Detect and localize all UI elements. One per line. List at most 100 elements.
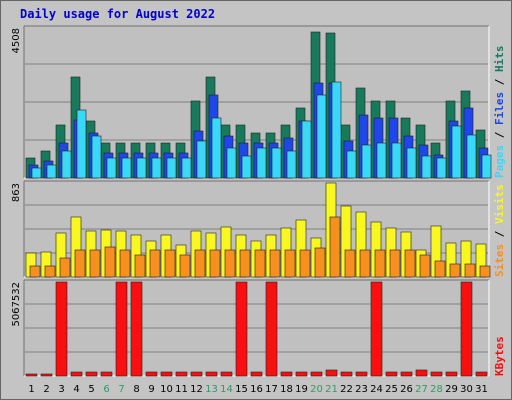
hits-bar-pages (211, 117, 222, 179)
x-tick-label: 31 (475, 384, 488, 395)
hits-bar-pages (241, 155, 252, 179)
visits-bar-sites (29, 265, 41, 278)
hits-bar-pages (61, 150, 72, 179)
visits-bar-sites (89, 249, 101, 278)
chart-title: Daily usage for August 2022 (20, 7, 215, 21)
x-tick-label: 5 (88, 384, 94, 395)
hits-bar-pages (376, 142, 387, 179)
hits-bar-pages (421, 155, 432, 179)
kbytes-bar-kbytes (415, 369, 428, 377)
x-tick-label: 2 (43, 384, 49, 395)
visits-bar-sites (269, 249, 281, 278)
visits-bar-sites (104, 246, 116, 278)
visits-bar-sites (179, 254, 191, 278)
x-tick-label: 3 (58, 384, 64, 395)
visits-bar-sites (464, 263, 476, 278)
kbytes-bar-kbytes (115, 281, 128, 377)
visits-bar-sites (239, 249, 251, 278)
visits-bar-sites (389, 249, 401, 278)
legend-entry-visits: Visits (493, 184, 506, 224)
visits-bar-sites (59, 257, 71, 278)
panels-layer: 4508 Pages / Files / Hits 863 Sites / Visit… (11, 25, 506, 377)
kbytes-bar-kbytes (175, 371, 188, 377)
visits-bar-sites (449, 263, 461, 278)
kbytes-bar-kbytes (385, 371, 398, 377)
kbytes-legend: KBytes (493, 336, 506, 376)
kbytes-bar-kbytes (145, 371, 158, 377)
x-tick-label: 19 (295, 384, 308, 395)
kbytes-bar-kbytes (475, 371, 488, 377)
hits-bar-pages (226, 147, 237, 179)
x-tick-label: 7 (118, 384, 124, 395)
legend-separator: / (493, 72, 506, 92)
legend-entry-sites: Sites (493, 244, 506, 277)
x-tick-label: 14 (220, 384, 233, 395)
visits-bar-sites (434, 260, 446, 278)
x-tick-label: 13 (205, 384, 218, 395)
hits-legend: Pages / Files / Hits (493, 46, 506, 179)
visits-bar-sites (329, 216, 341, 278)
hits-bar-pages (361, 144, 372, 179)
visits-bar-sites (149, 249, 161, 278)
hits-bar-pages (451, 125, 462, 179)
legend-separator: / (493, 224, 506, 244)
hits-bar-pages (256, 147, 267, 179)
visits-bar-sites (479, 265, 491, 278)
kbytes-bar-kbytes (355, 371, 368, 377)
visits-legend: Sites / Visits (493, 184, 506, 277)
visits-bar-sites (404, 249, 416, 278)
kbytes-bar-kbytes (205, 371, 218, 377)
hits-bar-pages (151, 157, 162, 179)
hits-bar-pages (391, 142, 402, 179)
kbytes-bar-kbytes (370, 281, 383, 377)
hits-bar-pages (406, 147, 417, 179)
hits-bar-pages (136, 157, 147, 179)
kbytes-bar-kbytes (235, 281, 248, 377)
visits-bar-sites (44, 265, 56, 278)
x-tick-label: 29 (445, 384, 458, 395)
visits-bar-sites (224, 249, 236, 278)
hits-bar-pages (106, 157, 117, 179)
hits-bar-pages (121, 157, 132, 179)
visits-bar-sites (164, 249, 176, 278)
hits-bar-pages (271, 147, 282, 179)
hits-bar-pages (316, 94, 327, 179)
x-tick-label: 10 (160, 384, 173, 395)
visits-series-sites (29, 216, 491, 278)
kbytes-bar-kbytes (25, 373, 38, 377)
kbytes-panel: 5067532 KBytes (11, 279, 506, 377)
kbytes-bar-kbytes (190, 371, 203, 377)
hits-bar-pages (481, 154, 492, 179)
x-axis: 1 2 3 4 5 6 7 8 9 10 11 12 13 14 15 16 17 18 19 20 21 22 23 24 2… (28, 384, 488, 395)
kbytes-bar-kbytes (55, 281, 68, 377)
x-tick-label: 6 (103, 384, 109, 395)
x-tick-label: 30 (460, 384, 473, 395)
hits-bar-pages (466, 134, 477, 179)
kbytes-bar-kbytes (445, 371, 458, 377)
kbytes-series-kbytes (25, 281, 488, 377)
hits-bar-pages (301, 120, 312, 179)
visits-bar-sites (119, 249, 131, 278)
visits-panel: 863 Sites / Visits (11, 180, 506, 278)
hits-max-label: 4508 (11, 28, 22, 53)
legend-separator: / (493, 125, 506, 145)
x-tick-label: 18 (280, 384, 293, 395)
hits-bar-pages (46, 164, 57, 179)
hits-bar-pages (346, 150, 357, 179)
kbytes-bar-kbytes (220, 371, 233, 377)
kbytes-bar-kbytes (85, 371, 98, 377)
visits-bar-sites (134, 254, 146, 278)
x-tick-label: 25 (385, 384, 398, 395)
visits-bar-sites (314, 247, 326, 278)
x-tick-label: 22 (340, 384, 353, 395)
hits-bar-pages (91, 135, 102, 179)
visits-bar-sites (374, 249, 386, 278)
x-tick-label: 20 (310, 384, 323, 395)
x-tick-label: 4 (73, 384, 79, 395)
kbytes-bar-kbytes (460, 281, 473, 377)
visits-bar-sites (419, 254, 431, 278)
x-tick-label: 12 (190, 384, 203, 395)
x-tick-label: 21 (325, 384, 338, 395)
kbytes-bar-kbytes (400, 371, 413, 377)
